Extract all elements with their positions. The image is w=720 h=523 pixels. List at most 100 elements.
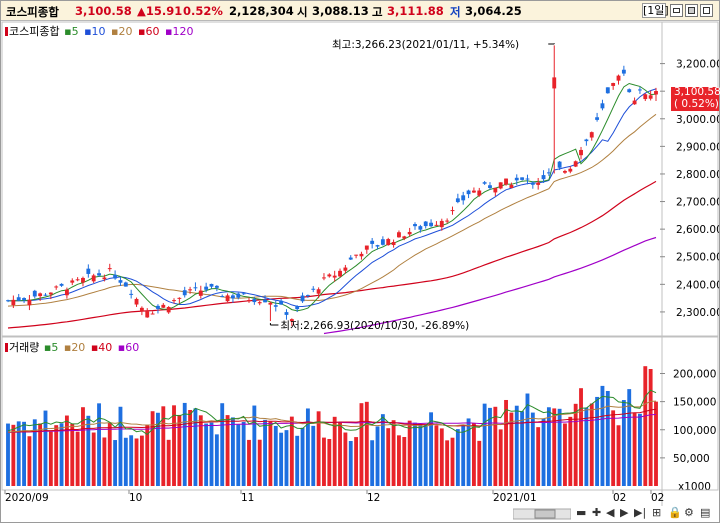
- chart-toolbar: ▬ ✚ ◀ ▶ ▶| ⊞ 🔒 ⚙ ▤: [576, 506, 719, 522]
- candle-body: [375, 245, 380, 247]
- candle-body: [70, 280, 75, 283]
- volume-bar: [638, 413, 642, 486]
- zoom-out-icon[interactable]: ▬: [576, 506, 587, 519]
- period-button[interactable]: [1일]: [642, 3, 669, 18]
- candle-body: [129, 293, 134, 295]
- volume-value: 2,128,304: [229, 4, 294, 18]
- maximize-button[interactable]: [685, 4, 698, 17]
- candle-body: [643, 94, 648, 100]
- volume-bar: [370, 440, 375, 486]
- candle-body: [450, 210, 455, 212]
- volume-bar: [156, 412, 160, 486]
- volume-bar: [193, 408, 198, 486]
- lock-icon[interactable]: 🔒: [668, 506, 682, 519]
- volume-bar: [102, 437, 107, 486]
- volume-bar: [445, 440, 450, 486]
- price-change: ▲15.91: [137, 4, 183, 18]
- volume-bar: [461, 424, 466, 486]
- candle-body: [97, 273, 101, 276]
- legend-ma5: ▪5: [64, 25, 79, 38]
- volume-bar: [11, 424, 16, 486]
- legend-ma20: ▪20: [111, 25, 133, 38]
- volume-bar: [375, 426, 380, 486]
- candle-body: [600, 103, 605, 109]
- volume-bar: [316, 411, 321, 486]
- price-legend: 코스피종합 ▪5 ▪10 ▪20 ▪60 ▪120: [5, 23, 195, 39]
- volume-bar: [504, 399, 508, 486]
- volume-bar: [172, 405, 176, 486]
- candle-body: [230, 295, 235, 299]
- horizontal-scrollbar[interactable]: [513, 507, 571, 521]
- settings-icon[interactable]: ⚙: [684, 506, 694, 519]
- candle-body: [295, 306, 300, 310]
- scroll-right-icon[interactable]: ▶: [620, 506, 629, 519]
- candle-body: [632, 100, 637, 105]
- candle-body: [488, 185, 492, 189]
- candle-body: [654, 91, 658, 95]
- minimize-button[interactable]: [670, 4, 683, 17]
- volume-bar: [188, 409, 193, 486]
- candle-body: [498, 182, 503, 189]
- candle-body: [616, 75, 621, 81]
- candle-body: [273, 305, 278, 307]
- candle-body: [621, 69, 626, 74]
- high-value: 3,111.88: [387, 4, 444, 18]
- change-percent: 0.52%: [183, 4, 223, 18]
- volume-bar: [182, 402, 187, 486]
- date-axis-label: 12: [367, 492, 380, 504]
- candle-body: [225, 295, 230, 302]
- volume-bar: [16, 421, 21, 486]
- candle-body: [541, 175, 546, 180]
- candle-body: [530, 182, 535, 185]
- volume-bar: [589, 403, 594, 486]
- grid-toggle-icon[interactable]: ⊞: [652, 506, 662, 519]
- volume-bar: [557, 408, 562, 486]
- scroll-end-icon[interactable]: ▶|: [634, 506, 647, 519]
- price-axis-label: 2,800.00: [676, 169, 719, 181]
- price-pane: [1, 21, 719, 337]
- candle-body: [552, 77, 557, 89]
- volume-bar: [423, 424, 428, 486]
- scroll-left-icon[interactable]: ◀: [606, 506, 615, 519]
- print-icon[interactable]: ▤: [700, 506, 711, 519]
- candle-body: [268, 302, 273, 305]
- candle-body: [32, 290, 37, 297]
- candle-body: [134, 298, 139, 305]
- candle-body: [182, 290, 187, 296]
- candle-body: [605, 87, 610, 94]
- candle-body: [6, 300, 10, 302]
- candle-body: [482, 182, 487, 184]
- volume-bar: [300, 427, 305, 486]
- candle-body: [445, 220, 450, 222]
- volume-bar: [214, 434, 219, 486]
- volume-bar: [236, 424, 241, 486]
- volume-bar: [27, 436, 32, 486]
- candle-body: [455, 198, 460, 203]
- volume-bar: [48, 431, 53, 486]
- volume-bar: [54, 425, 59, 486]
- volume-bar: [145, 425, 150, 486]
- restore-button[interactable]: [700, 4, 713, 17]
- open-label: 시: [297, 5, 308, 19]
- candle-body: [354, 254, 359, 256]
- candle-body: [413, 224, 417, 227]
- candle-body: [107, 268, 112, 270]
- candle-body: [209, 283, 214, 287]
- candle-body: [338, 270, 342, 277]
- volume-bar: [579, 388, 583, 486]
- volume-bar: [514, 405, 519, 486]
- candle-body: [386, 239, 391, 246]
- index-name: 코스피종합: [6, 5, 59, 19]
- candle-body: [504, 178, 508, 185]
- volume-bar: [595, 396, 600, 486]
- volume-bar: [439, 428, 444, 486]
- volume-bar: [525, 393, 530, 486]
- volume-bar: [81, 407, 85, 486]
- candle-body: [102, 277, 107, 280]
- low-value: 3,064.25: [465, 4, 522, 18]
- volume-bar: [22, 421, 26, 486]
- zoom-in-icon[interactable]: ✚: [592, 506, 602, 519]
- volume-bar: [91, 432, 96, 486]
- candle-body: [573, 161, 578, 167]
